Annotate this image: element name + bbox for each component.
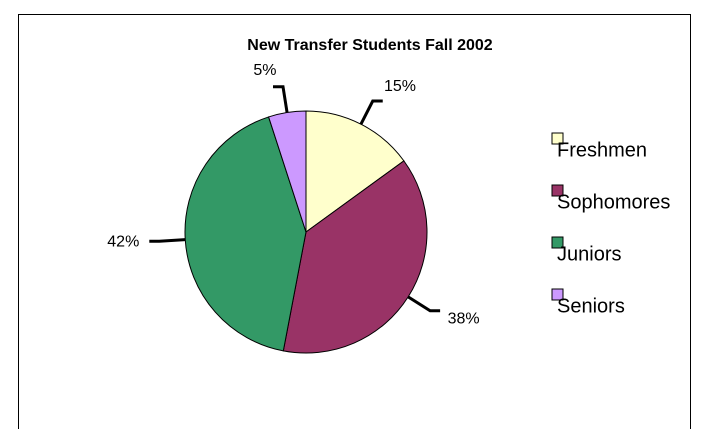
- leader-line: [359, 99, 383, 125]
- chart-title: New Transfer Students Fall 2002: [247, 37, 493, 54]
- leader-line: [407, 295, 441, 313]
- leader-line: [149, 238, 186, 243]
- data-label: 38%: [448, 311, 480, 328]
- legend-label: Seniors: [557, 295, 625, 317]
- legend-label: Sophomores: [557, 191, 670, 213]
- pie-slice: [305, 110, 405, 233]
- pie-slice: [184, 116, 307, 352]
- pie-slice: [267, 110, 307, 233]
- legend-label: Juniors: [557, 243, 621, 265]
- leader-line: [273, 85, 289, 113]
- legend-swatch: [551, 184, 564, 197]
- data-label: 15%: [384, 78, 416, 95]
- legend-swatch: [551, 132, 564, 145]
- data-label: 5%: [253, 62, 276, 79]
- legend-swatch: [551, 288, 564, 301]
- legend-label: Freshmen: [557, 139, 647, 161]
- legend-swatch: [551, 236, 564, 249]
- data-label: 42%: [107, 233, 139, 250]
